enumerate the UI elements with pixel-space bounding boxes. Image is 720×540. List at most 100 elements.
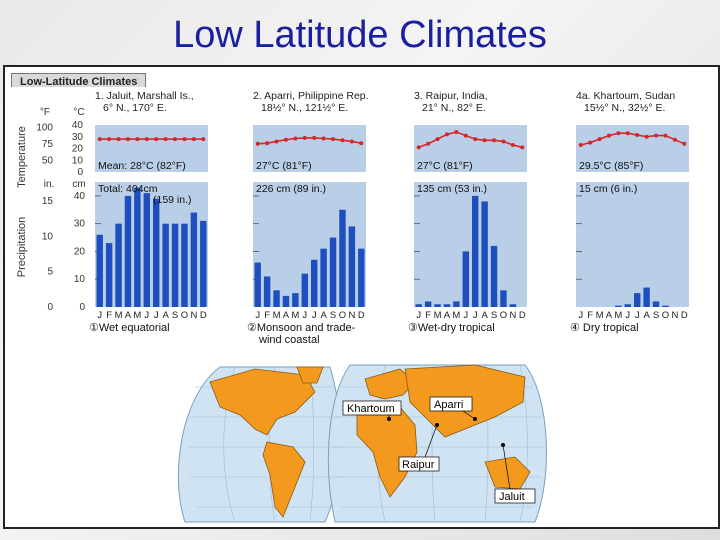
- precip-bar-2: [282, 295, 290, 307]
- precip-bar-1: [171, 223, 179, 307]
- month-label-1: N: [190, 310, 197, 321]
- month-label-4: A: [606, 310, 613, 321]
- month-label-3: A: [444, 310, 451, 321]
- month-label-4: M: [596, 310, 604, 321]
- station-coords-2: 18½° N., 121½° E.: [261, 102, 348, 114]
- precip-bar-4: [662, 305, 669, 307]
- precip-bar-2: [320, 248, 327, 307]
- month-label-1: M: [133, 310, 141, 321]
- temp-point-4: [578, 142, 583, 147]
- temp-point-1: [116, 137, 121, 142]
- month-label-2: F: [264, 310, 270, 321]
- temp-point-3: [510, 142, 515, 147]
- precip-bar-3: [481, 201, 488, 307]
- month-label-4: D: [681, 310, 688, 321]
- climate-caption-2: ②Monsoon and trade-: [247, 322, 356, 334]
- temp-point-4: [635, 132, 640, 137]
- month-label-4: O: [662, 310, 669, 321]
- month-label-2: J: [312, 310, 317, 321]
- temp-mean-label-1: Mean: 28°C (82°F): [98, 160, 186, 172]
- temp-point-2: [293, 136, 298, 141]
- temp-point-4: [606, 133, 611, 138]
- temp-point-3: [463, 133, 468, 138]
- month-label-1: D: [200, 310, 207, 321]
- temp-point-3: [444, 132, 449, 137]
- temp-point-1: [107, 137, 112, 142]
- month-label-3: F: [425, 310, 431, 321]
- temp-point-2: [340, 138, 345, 143]
- c-tick-label: 20: [72, 144, 84, 155]
- temp-point-4: [625, 131, 630, 136]
- precip-bar-2: [254, 262, 261, 307]
- temp-point-1: [182, 137, 187, 142]
- precip-bar-1: [190, 212, 198, 307]
- station-name-4: 4a. Khartoum, Sudan: [576, 90, 675, 102]
- precip-axis-title: Precipitation: [16, 217, 28, 278]
- temp-point-2: [255, 141, 260, 146]
- month-label-2: J: [302, 310, 307, 321]
- north-america: [209, 368, 316, 436]
- temp-point-1: [173, 137, 178, 142]
- month-label-4: J: [578, 310, 583, 321]
- temp-point-2: [312, 135, 317, 140]
- month-label-3: D: [519, 310, 526, 321]
- temp-point-4: [597, 137, 602, 142]
- temp-point-3: [520, 145, 525, 150]
- south-america: [262, 441, 306, 518]
- temp-point-4: [672, 137, 677, 142]
- precip-panel-4: [576, 182, 689, 307]
- month-label-3: N: [509, 310, 516, 321]
- f-tick-label: 100: [36, 123, 53, 134]
- precip-bar-4: [634, 293, 641, 307]
- precip-bar-3: [443, 304, 451, 307]
- month-label-2: M: [291, 310, 299, 321]
- temp-point-1: [154, 137, 159, 142]
- temp-mean-label-2: 27°C (81°F): [256, 160, 312, 172]
- temp-point-2: [321, 136, 326, 141]
- station-coords-3: 21° N., 82° E.: [422, 102, 486, 114]
- temp-point-4: [654, 133, 659, 138]
- temp-point-2: [331, 137, 336, 142]
- month-label-2: S: [330, 310, 336, 321]
- precip-panel-3: [414, 182, 527, 307]
- temp-mean-label-4: 29.5°C (85°F): [579, 160, 643, 172]
- precip-panel-2: [253, 182, 366, 307]
- in-tick-label: 0: [47, 302, 53, 313]
- precip-bar-3: [500, 290, 507, 307]
- africa: [356, 406, 418, 498]
- temp-panel-1: [95, 125, 208, 172]
- month-label-3: J: [463, 310, 468, 321]
- map-label-aparri: Aparri: [434, 399, 463, 411]
- temp-point-4: [616, 131, 621, 136]
- temp-point-3: [482, 138, 487, 143]
- precip-bar-3: [472, 195, 479, 307]
- map-label-khartoum: Khartoum: [347, 403, 395, 415]
- precip-bar-1: [105, 243, 113, 307]
- c-tick-label: 40: [72, 120, 84, 131]
- temp-point-3: [454, 130, 459, 135]
- temp-point-4: [588, 140, 593, 145]
- month-label-1: S: [172, 310, 178, 321]
- month-label-3: S: [491, 310, 497, 321]
- slide-title: Low Latitude Climates: [173, 14, 547, 56]
- precip-bar-4: [652, 301, 660, 307]
- cm-tick-label: 10: [74, 274, 86, 285]
- month-label-2: N: [348, 310, 355, 321]
- precip-bar-2: [263, 276, 271, 307]
- map-continents: [209, 364, 531, 518]
- precip-bar-3: [462, 251, 469, 307]
- month-label-1: O: [181, 310, 188, 321]
- month-label-2: D: [358, 310, 365, 321]
- precip-bar-2: [339, 209, 346, 307]
- month-label-4: F: [587, 310, 593, 321]
- temp-point-1: [163, 137, 168, 142]
- unit-cm: cm: [72, 179, 85, 190]
- month-label-1: F: [106, 310, 112, 321]
- europe: [364, 368, 416, 400]
- temp-point-4: [663, 133, 668, 138]
- month-label-4: N: [671, 310, 678, 321]
- in-tick-label: 10: [42, 231, 54, 242]
- climographs-panel: Temperature Precipitation °F °C in. cm 40 30 20 1…: [5, 87, 718, 352]
- month-label-2: J: [255, 310, 260, 321]
